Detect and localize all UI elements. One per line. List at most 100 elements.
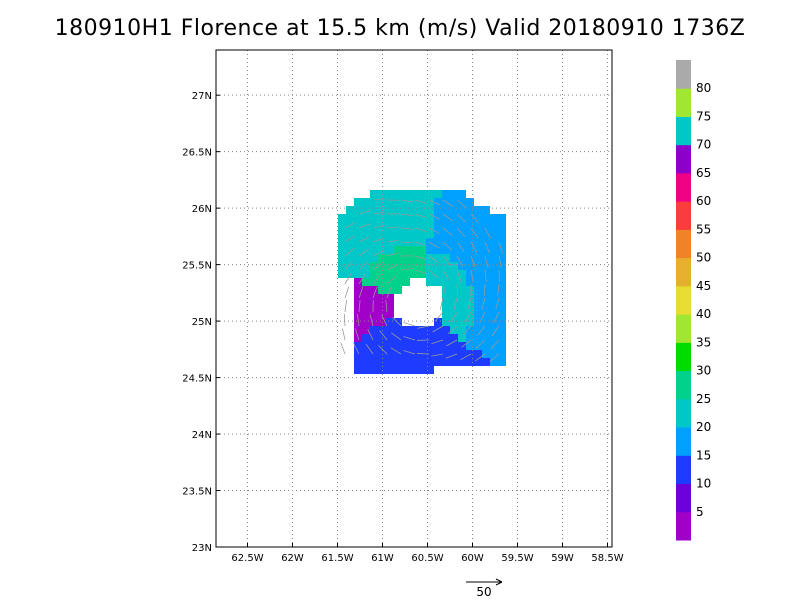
wind-speed-cell xyxy=(346,270,354,278)
wind-speed-cell xyxy=(450,302,458,310)
wind-vector xyxy=(386,275,397,285)
wind-speed-cell xyxy=(410,238,418,246)
wind-speed-cell xyxy=(482,262,490,270)
wind-vector xyxy=(344,235,356,243)
wind-speed-cell xyxy=(410,222,418,230)
wind-speed-cell xyxy=(346,246,354,254)
wind-speed-cell xyxy=(394,254,402,262)
wind-vector xyxy=(467,297,472,310)
wind-speed-cell xyxy=(362,326,370,334)
wind-speed-cell xyxy=(394,278,402,286)
wind-vector xyxy=(428,255,440,264)
wind-vector xyxy=(342,328,346,341)
wind-speed-cell xyxy=(434,254,442,262)
wind-vector xyxy=(356,314,360,327)
wind-speed-cell xyxy=(402,230,410,238)
wind-vector xyxy=(344,300,347,313)
wind-speed-cell xyxy=(370,206,378,214)
wind-vector xyxy=(456,199,467,209)
wind-speed-cell xyxy=(498,238,506,246)
wind-speed-cell xyxy=(450,190,458,198)
wind-speed-cell xyxy=(482,278,490,286)
wind-speed-cell xyxy=(362,206,370,214)
wind-speed-cell xyxy=(450,310,458,318)
wind-vector xyxy=(481,297,486,310)
wind-speed-cell xyxy=(394,190,402,198)
wind-speed-cell xyxy=(490,278,498,286)
wind-speed-cell xyxy=(490,222,498,230)
wind-speed-cell xyxy=(386,366,394,374)
colorbar-label: 60 xyxy=(696,194,711,208)
colorbar: 5 10 15 20 25 30 35 40 45 50 55 60 65 70 75 80 xyxy=(676,60,711,541)
wind-speed-cell xyxy=(466,270,474,278)
wind-speed-cell xyxy=(450,222,458,230)
wind-vector xyxy=(428,213,440,220)
wind-speed-cell xyxy=(418,342,426,350)
wind-speed-cell xyxy=(450,230,458,238)
wind-speed-cell xyxy=(354,198,362,206)
wind-speed-cell xyxy=(458,350,466,358)
wind-vector xyxy=(484,227,492,239)
wind-speed-cell xyxy=(450,246,458,254)
wind-speed-cell xyxy=(442,326,450,334)
wind-speed-cell xyxy=(434,238,442,246)
wind-speed-cell xyxy=(354,310,362,318)
lon-tick-label: 61.5W xyxy=(321,553,353,564)
wind-speed-cell xyxy=(498,294,506,302)
wind-vector xyxy=(428,241,440,249)
colorbar-label: 15 xyxy=(696,448,711,462)
wind-speed-cell xyxy=(442,270,450,278)
wind-speed-cell xyxy=(498,334,506,342)
wind-speed-cell xyxy=(466,286,474,294)
wind-speed-cell xyxy=(370,222,378,230)
wind-vector xyxy=(353,343,360,355)
lon-tick-label: 60.5W xyxy=(411,553,443,564)
wind-vector xyxy=(470,213,479,224)
wind-vector xyxy=(464,311,472,323)
wind-speed-cell xyxy=(466,278,474,286)
wind-speed-cell xyxy=(498,214,506,222)
colorbar-segment xyxy=(676,314,691,343)
wind-speed-cell xyxy=(354,342,362,350)
wind-speed-cell xyxy=(354,246,362,254)
wind-speed-cell xyxy=(426,334,434,342)
wind-speed-cell xyxy=(418,246,426,254)
wind-speed-cell xyxy=(426,358,434,366)
wind-speed-cell xyxy=(450,270,458,278)
wind-speed-cell xyxy=(402,358,410,366)
wind-speed-cell xyxy=(450,198,458,206)
wind-speed-cell xyxy=(474,334,482,342)
wind-speed-cell xyxy=(498,310,506,318)
wind-speed-cell xyxy=(426,230,434,238)
colorbar-segment xyxy=(676,172,691,202)
colorbar-label: 55 xyxy=(696,222,711,236)
colorbar-label: 50 xyxy=(696,251,711,265)
wind-speed-cell xyxy=(410,230,418,238)
wind-vector xyxy=(442,213,454,222)
wind-vector xyxy=(450,311,458,323)
wind-speed-cell xyxy=(450,238,458,246)
wind-speed-cell xyxy=(346,238,354,246)
wind-vector xyxy=(456,227,466,238)
wind-speed-cell xyxy=(402,254,410,262)
wind-vector xyxy=(428,199,441,206)
wind-speed-cell xyxy=(394,270,402,278)
wind-speed-cell xyxy=(482,310,490,318)
wind-speed-cell xyxy=(426,214,434,222)
wind-speed-cell xyxy=(442,342,450,350)
wind-vector xyxy=(456,255,464,267)
wind-vector xyxy=(428,269,439,279)
wind-speed-cell xyxy=(418,230,426,238)
wind-speed-cell xyxy=(426,190,434,198)
wind-speed-cell xyxy=(450,262,458,270)
wind-speed-cell xyxy=(386,310,394,318)
wind-speed-cell xyxy=(362,238,370,246)
wind-vector xyxy=(493,311,500,324)
wind-speed-cell xyxy=(458,198,466,206)
wind-vector xyxy=(474,353,486,362)
wind-speed-cell xyxy=(498,326,506,334)
wind-speed-cell xyxy=(466,246,474,254)
wind-speed-cell xyxy=(394,198,402,206)
wind-speed-cell xyxy=(362,270,370,278)
wind-speed-cell xyxy=(466,206,474,214)
